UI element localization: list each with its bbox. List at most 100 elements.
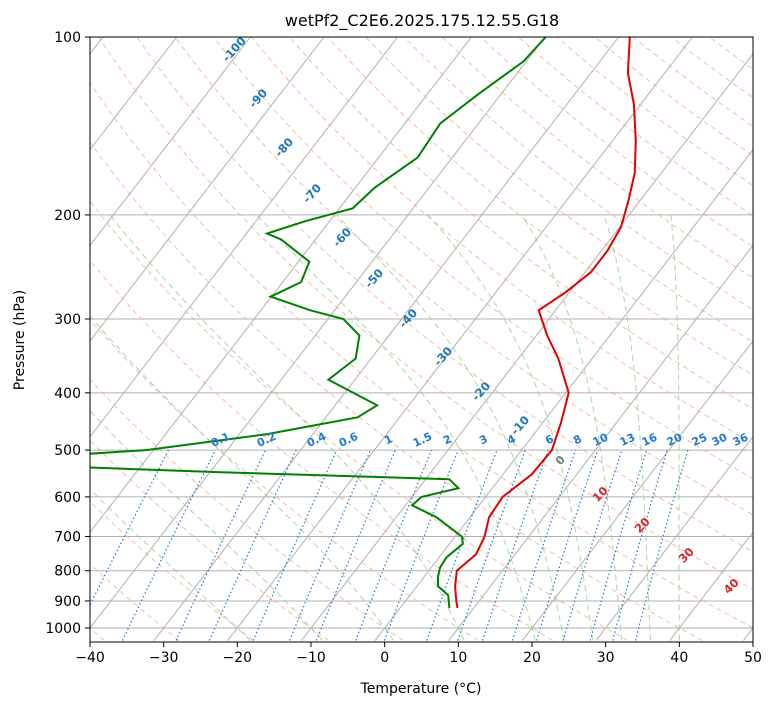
mixing-ratio-label: 0.1 — [209, 430, 232, 450]
mixing-ratio-label: 1.5 — [411, 430, 434, 450]
dry-adiabat-line — [90, 82, 753, 629]
moist-adiabat-line — [90, 488, 251, 641]
x-tick-label: 0 — [380, 650, 389, 666]
moist-adiabat-label: 20 — [632, 515, 653, 536]
dry-adiabat-line — [90, 259, 553, 641]
mixing-ratio-label: 25 — [690, 431, 709, 449]
dewpoint-profile-line — [90, 37, 547, 609]
dry-adiabat-line — [90, 141, 703, 641]
moist-adiabat-label: 40 — [721, 576, 742, 597]
mixing-ratio-line — [612, 449, 668, 641]
mixing-ratio-line — [289, 449, 372, 641]
dry-adiabat-line — [289, 37, 753, 410]
dry-adiabat-line — [90, 200, 628, 641]
moist-adiabat-line — [109, 214, 465, 641]
mixing-ratio-line — [562, 449, 623, 641]
mixing-ratio-line — [589, 449, 648, 641]
y-tick-label: 200 — [54, 208, 81, 224]
y-axis-label: Pressure (hPa) — [12, 290, 28, 390]
mixing-ratio-line — [426, 449, 498, 641]
mixing-ratio-label: 13 — [618, 431, 637, 449]
isotherm-line — [227, 37, 693, 641]
dry-adiabat-line — [90, 319, 479, 641]
dry-adiabat-line — [90, 439, 329, 641]
y-tick-label: 100 — [54, 30, 81, 46]
mixing-ratio-label: 0.6 — [337, 430, 360, 450]
isotherm-line — [521, 340, 753, 641]
moist-adiabat-line — [670, 214, 680, 641]
mixing-ratio-line — [634, 449, 689, 641]
dry-adiabat-line — [136, 37, 753, 553]
moist-adiabat-line — [256, 214, 536, 641]
mixing-ratio-label: 36 — [731, 431, 751, 449]
x-tick-label: −20 — [223, 650, 253, 666]
mixing-ratio-line — [355, 449, 433, 641]
dry-adiabat-label: -90 — [246, 86, 270, 111]
isotherm-line — [153, 37, 620, 641]
x-tick-label: 10 — [449, 650, 467, 666]
mixing-ratio-label: 10 — [591, 431, 611, 449]
dry-adiabat-line — [250, 37, 753, 445]
x-tick-label: 20 — [523, 650, 541, 666]
isotherm-line — [90, 37, 546, 629]
isotherm-line — [595, 435, 753, 641]
isotherm-line — [90, 37, 178, 151]
dry-adiabat-line — [98, 37, 753, 590]
dry-adiabat-label: -70 — [300, 181, 324, 206]
isotherm-line — [90, 37, 399, 438]
mixing-ratio-label: 8 — [571, 432, 583, 447]
dry-adiabat-line — [632, 37, 753, 128]
isotherm-line — [90, 37, 251, 247]
mixing-ratio-line — [457, 449, 527, 641]
dry-adiabat-line — [327, 37, 753, 376]
moist-adiabat-line — [90, 410, 323, 641]
mixing-ratio-label: 0.4 — [305, 430, 328, 450]
dry-adiabat-label: -100 — [219, 34, 249, 65]
x-tick-label: 40 — [670, 650, 688, 666]
dry-adiabat-line — [708, 37, 753, 70]
isotherm-line — [90, 37, 325, 342]
dry-adiabat-line — [174, 37, 753, 516]
x-tick-label: 30 — [597, 650, 615, 666]
dry-adiabat-line — [479, 37, 753, 248]
dry-adiabat-label: -60 — [330, 225, 354, 250]
dry-adiabat-line — [90, 563, 180, 641]
axes: −40 −30 −20 −10 0 10 20 30 40 5010020030040050060… — [45, 30, 762, 666]
x-tick-label: −40 — [75, 650, 105, 666]
isotherm-line — [669, 531, 753, 641]
moist-adiabat-label: 10 — [590, 484, 611, 505]
mixing-ratio-line — [252, 449, 338, 641]
mixing-ratio-line — [482, 449, 549, 641]
mixing-ratio-label: 20 — [665, 431, 685, 449]
moist-adiabat-line — [427, 214, 594, 641]
mixing-ratio-line — [90, 449, 170, 607]
moist-adiabat-label: 0 — [552, 452, 568, 468]
plot-area: -100-90-80-70-60-50-40-30-20-100.1 0.2 0.4… — [90, 34, 753, 641]
mixing-ratio-line — [315, 449, 396, 641]
dry-adiabat-label: -40 — [396, 306, 420, 331]
plot-frame — [89, 36, 754, 643]
mixing-ratio-label: 30 — [710, 431, 730, 449]
mixing-ratio-label: 1 — [382, 432, 394, 447]
dry-adiabat-line — [90, 379, 404, 641]
y-tick-label: 400 — [54, 386, 81, 402]
x-tick-label: −10 — [296, 650, 326, 666]
isotherm-line — [448, 244, 753, 641]
isotherm-line — [374, 148, 753, 641]
isotherm-line — [90, 37, 472, 534]
moist-adiabat-line — [521, 214, 622, 641]
y-tick-label: 600 — [54, 490, 81, 506]
y-tick-label: 300 — [54, 312, 81, 328]
x-tick-label: −30 — [149, 650, 179, 666]
dry-adiabat-line — [441, 37, 753, 279]
dry-adiabat-label: -20 — [469, 379, 493, 404]
temperature-profile-line — [454, 37, 637, 609]
mixing-ratio-label: 16 — [640, 431, 660, 449]
mixing-ratio-line — [536, 449, 599, 641]
chart-title: wetPf2_C2E6.2025.175.12.55.G18 — [285, 11, 559, 31]
dry-adiabat-label: -30 — [431, 344, 455, 369]
mixing-ratio-label: 3 — [477, 432, 489, 447]
y-tick-label: 700 — [54, 529, 81, 545]
y-tick-label: 800 — [54, 564, 81, 580]
